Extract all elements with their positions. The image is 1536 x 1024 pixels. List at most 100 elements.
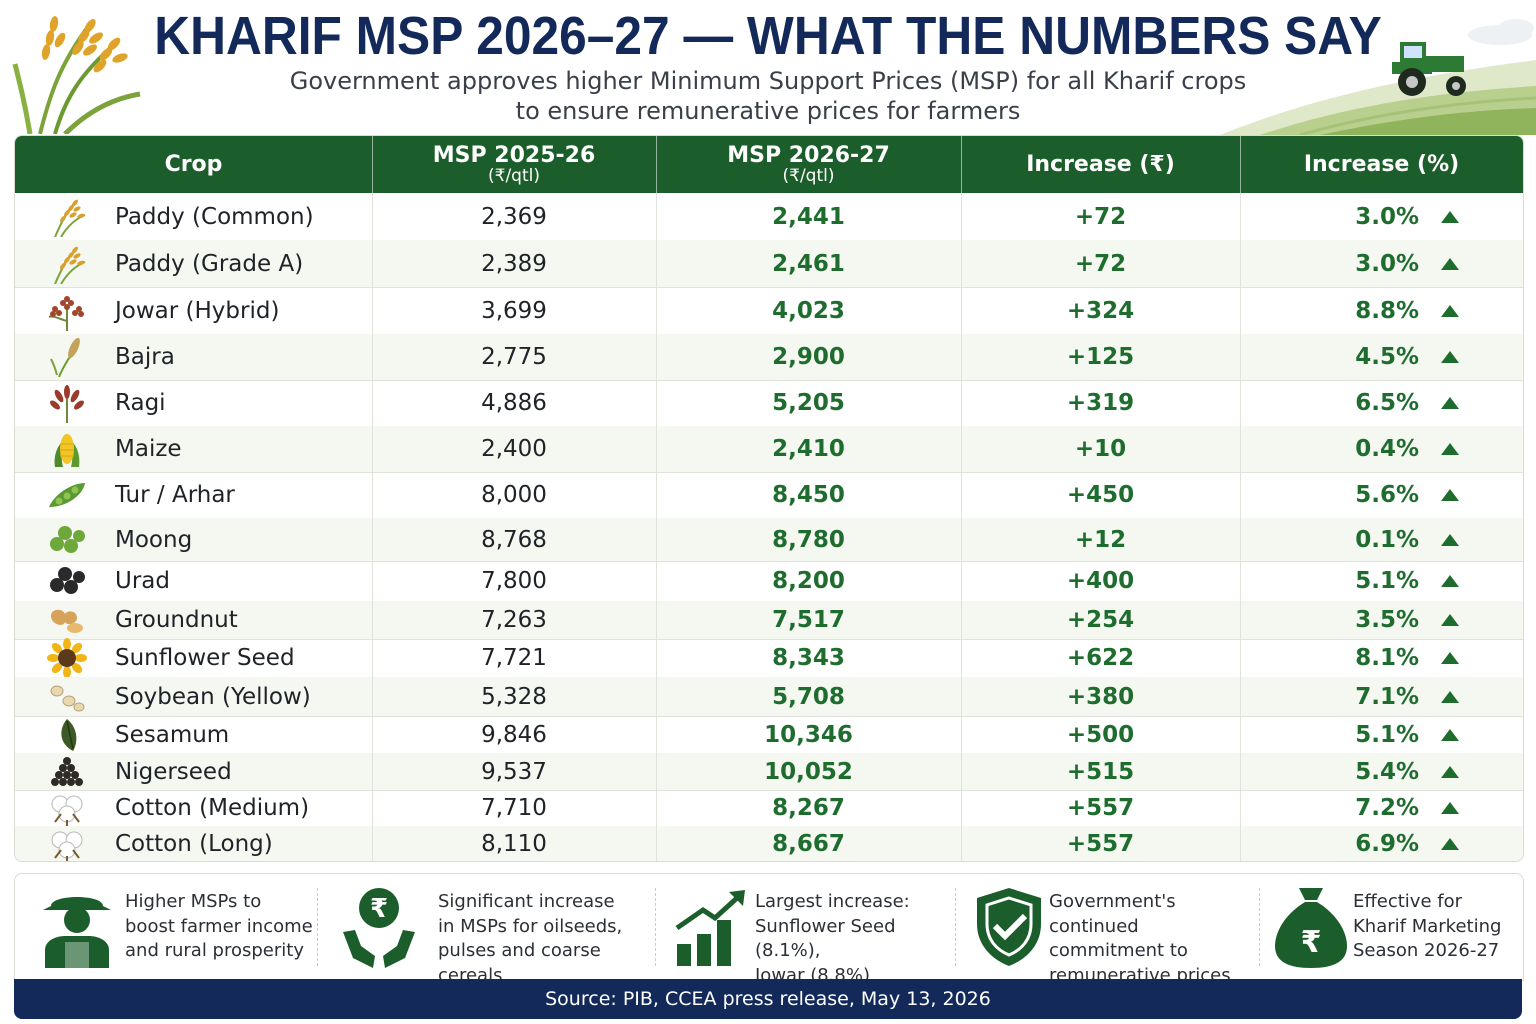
col-header-increase-abs-label: Increase (₹) [1026, 152, 1175, 177]
increase-pct-value: 6.5% [1355, 390, 1419, 416]
msp-2025-26-value: 7,263 [481, 607, 547, 633]
msp-2025-26-value: 7,800 [481, 568, 547, 594]
growth-chart-icon [675, 890, 745, 966]
highlight-text: Higher MSPs to boost farmer income and r… [125, 890, 313, 964]
increase-pct-cell: 3.0% [1240, 193, 1523, 240]
column-divider [961, 193, 962, 861]
msp-2025-26-value: 8,000 [481, 482, 547, 508]
rupee-hands-icon: ₹ [343, 888, 415, 968]
increase-abs-value: +12 [1074, 526, 1127, 553]
msp-2026-27-value: 8,267 [772, 795, 845, 821]
msp-2026-27-value: 8,780 [772, 526, 845, 553]
up-arrow-icon [1441, 838, 1459, 850]
cotton-icon [45, 826, 89, 861]
increase-pct-value: 8.8% [1355, 297, 1419, 324]
msp-2025-26-value: 4,886 [481, 390, 547, 416]
groundnut-icon [45, 602, 89, 638]
table-row: Paddy (Common) 2,369 2,441 +72 3.0% [15, 193, 1523, 241]
nigerseed-icon [45, 754, 89, 790]
sesamum-icon [45, 717, 89, 753]
column-divider [656, 193, 657, 861]
up-arrow-icon [1441, 397, 1459, 409]
increase-pct-value: 0.4% [1355, 436, 1419, 462]
table-row: Sunflower Seed 7,721 8,343 +622 8.1% [15, 638, 1523, 678]
msp-2025-26-value: 2,400 [481, 436, 547, 462]
highlights-panel: Higher MSPs to boost farmer income and r… [14, 873, 1524, 986]
highlight-text: Effective for Kharif Marketing Season 20… [1353, 890, 1501, 964]
increase-pct-cell: 7.2% [1240, 790, 1523, 826]
col-header-increase-pct-label: Increase (%) [1303, 152, 1460, 177]
col-header-increase-abs: Increase (₹) [961, 136, 1241, 193]
svg-text:₹: ₹ [1301, 925, 1322, 960]
table-row: Paddy (Grade A) 2,389 2,461 +72 3.0% [15, 240, 1523, 288]
divider [655, 888, 656, 966]
crop-name: Bajra [115, 344, 175, 370]
msp-2026-27-value: 7,517 [772, 607, 845, 633]
msp-2026-27-value: 2,900 [772, 344, 845, 370]
table-row: Ragi 4,886 5,205 +319 6.5% [15, 380, 1523, 427]
table-row: Soybean (Yellow) 5,328 5,708 +380 7.1% [15, 677, 1523, 717]
table-row: Moong 8,768 8,780 +12 0.1% [15, 518, 1523, 562]
col-header-msp-old: MSP 2025-26 (₹/qtl) [372, 136, 657, 193]
table-row: Cotton (Medium) 7,710 8,267 +557 7.2% [15, 790, 1523, 827]
table-body: Paddy (Common) 2,369 2,441 +72 3.0% Paddy (Gr… [15, 193, 1523, 861]
increase-pct-cell: 0.1% [1240, 518, 1523, 561]
crop-name: Maize [115, 436, 182, 462]
up-arrow-icon [1441, 575, 1459, 587]
shield-check-icon [977, 888, 1041, 966]
highlight-item: Largest increase: Sunflower Seed (8.1%),… [655, 874, 955, 986]
increase-pct-value: 4.5% [1355, 344, 1419, 370]
table-row: Maize 2,400 2,410 +10 0.4% [15, 426, 1523, 473]
increase-pct-cell: 8.1% [1240, 639, 1523, 677]
paddy-icon [45, 246, 89, 284]
msp-2026-27-value: 4,023 [772, 297, 845, 324]
crop-name: Tur / Arhar [115, 482, 235, 508]
col-header-msp-old-label: MSP 2025-26 [432, 143, 596, 168]
crop-name: Ragi [115, 390, 166, 416]
highlight-item: Government's continued commitment to rem… [955, 874, 1259, 986]
highlight-line: Kharif Marketing [1353, 915, 1502, 937]
up-arrow-icon [1441, 210, 1459, 223]
col-header-crop-label: Crop [164, 152, 223, 177]
maize-icon [45, 431, 89, 467]
increase-pct-cell: 0.4% [1240, 426, 1523, 472]
highlight-item: ₹ Effective for Kharif Marketing Season … [1259, 874, 1521, 980]
highlight-text: Largest increase: Sunflower Seed (8.1%),… [755, 890, 955, 988]
up-arrow-icon [1441, 802, 1459, 814]
crop-name: Moong [115, 526, 193, 553]
bajra-icon [45, 337, 89, 377]
highlight-line: boost farmer income [125, 915, 313, 937]
ragi-icon [45, 385, 89, 423]
increase-pct-cell: 7.1% [1240, 677, 1523, 716]
msp-2026-27-value: 2,441 [772, 203, 845, 230]
increase-pct-value: 5.1% [1355, 721, 1419, 748]
msp-2025-26-value: 2,369 [481, 203, 547, 230]
up-arrow-icon [1441, 765, 1459, 778]
msp-2026-27-value: 5,205 [772, 390, 845, 416]
increase-abs-value: +515 [1066, 758, 1135, 785]
increase-abs-value: +500 [1066, 721, 1135, 748]
msp-2026-27-value: 8,200 [772, 568, 845, 594]
highlight-item: Higher MSPs to boost farmer income and r… [15, 874, 317, 980]
table-row: Tur / Arhar 8,000 8,450 +450 5.6% [15, 472, 1523, 519]
crop-name: Cotton (Long) [115, 831, 273, 857]
msp-2026-27-value: 5,708 [772, 683, 845, 710]
rice-plant-illustration [12, 16, 141, 134]
crop-name: Soybean (Yellow) [115, 683, 311, 710]
increase-pct-cell: 5.4% [1240, 753, 1523, 790]
up-arrow-icon [1441, 533, 1459, 546]
page-subtitle: Government approves higher Minimum Suppo… [270, 66, 1266, 126]
increase-pct-value: 7.1% [1355, 683, 1419, 710]
up-arrow-icon [1441, 652, 1459, 664]
jowar-icon [45, 293, 89, 331]
increase-pct-value: 3.0% [1355, 250, 1419, 277]
increase-pct-cell: 3.5% [1240, 601, 1523, 639]
crop-name: Paddy (Common) [115, 203, 314, 230]
increase-pct-cell: 3.0% [1240, 240, 1523, 287]
table-row: Cotton (Long) 8,110 8,667 +557 6.9% [15, 826, 1523, 861]
moong-icon [45, 522, 89, 558]
table-row: Urad 7,800 8,200 +400 5.1% [15, 561, 1523, 602]
increase-pct-cell: 5.1% [1240, 561, 1523, 601]
increase-abs-value: +400 [1066, 568, 1135, 594]
up-arrow-icon [1441, 257, 1459, 270]
